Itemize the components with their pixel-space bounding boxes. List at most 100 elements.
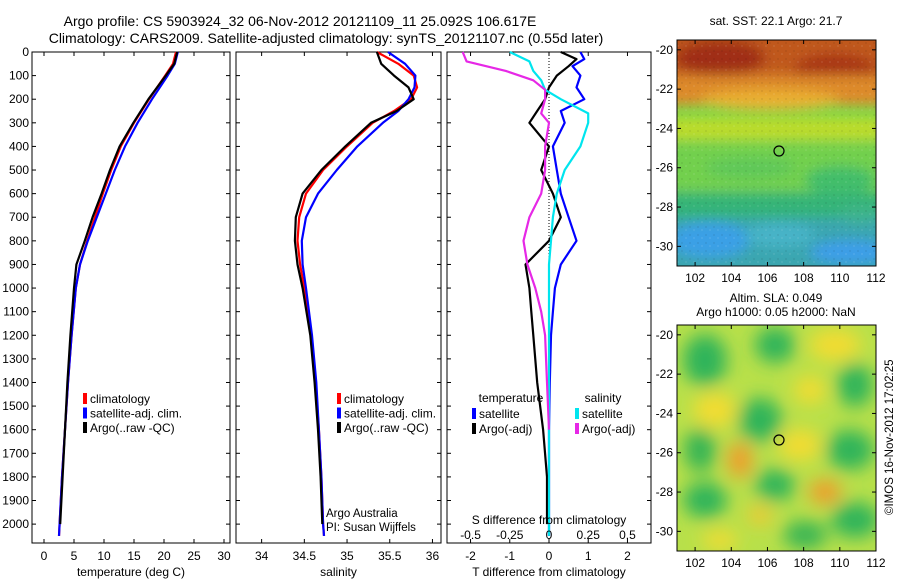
sst-map-image bbox=[677, 40, 876, 266]
x-tick-label: 106 bbox=[757, 556, 777, 570]
y-tick-label: 400 bbox=[9, 139, 29, 153]
legend-swatch bbox=[472, 408, 476, 419]
x-tick-label: 110 bbox=[830, 271, 849, 285]
x-tick-label: 34 bbox=[255, 549, 269, 563]
sla-map-subtitle: Argo h1000: 0.05 h2000: NaN bbox=[696, 305, 855, 319]
y-tick-label: 1500 bbox=[2, 399, 29, 413]
y-tick-label: 1300 bbox=[2, 352, 29, 366]
y-tick-label: -24 bbox=[656, 121, 674, 135]
y-tick-label: -22 bbox=[656, 367, 674, 381]
sla-map-axes: 102 104 106 108 110 112 -20 -22 -24 -26 -28 -30 bbox=[656, 325, 886, 570]
y-tick-label: 800 bbox=[9, 234, 29, 248]
y-tick-label: 1600 bbox=[2, 423, 29, 437]
sla-float-marker bbox=[773, 434, 785, 446]
y-tick-label: 2000 bbox=[2, 517, 29, 531]
legend-swatch bbox=[472, 423, 476, 434]
x-tick-label: 2 bbox=[624, 549, 631, 563]
series-line bbox=[57, 51, 179, 536]
series-line bbox=[461, 51, 551, 430]
legend-label: satellite-adj. clim. bbox=[344, 407, 436, 421]
secondary-x-tick-label: 0.25 bbox=[577, 528, 601, 542]
x-tick-label: 112 bbox=[866, 556, 885, 570]
y-tick-label: 500 bbox=[9, 163, 29, 177]
figure-title-line2: Climatology: CARS2009. Satellite-adjuste… bbox=[49, 30, 604, 46]
legend-swatch bbox=[337, 422, 341, 433]
top-x-axis-label: S difference from climatology bbox=[472, 513, 627, 527]
x-tick-label: 10 bbox=[97, 549, 111, 563]
series-line bbox=[293, 51, 415, 525]
y-tick-label: 100 bbox=[9, 69, 29, 83]
x-tick-label: 35 bbox=[340, 549, 354, 563]
y-tick-label: 1400 bbox=[2, 375, 29, 389]
legend-swatch bbox=[337, 393, 341, 404]
y-tick-label: -20 bbox=[656, 328, 674, 342]
series-line bbox=[57, 51, 178, 536]
x-tick-label: 102 bbox=[685, 271, 705, 285]
legend-label: climatology bbox=[90, 392, 150, 406]
legend-label: satellite-adj. clim. bbox=[90, 407, 182, 421]
sst-float-marker bbox=[773, 145, 785, 157]
difference-panel: -2 -1 0 1 2 T difference from climatology S di… bbox=[446, 50, 652, 579]
y-tick-label: 1900 bbox=[2, 494, 29, 508]
x-tick-label: 108 bbox=[794, 271, 814, 285]
legend-swatch bbox=[575, 408, 579, 419]
x-tick-label: 106 bbox=[757, 271, 777, 285]
secondary-x-tick-label: 0.5 bbox=[619, 528, 636, 542]
y-tick-label: 600 bbox=[9, 187, 29, 201]
secondary-x-tick-label: -0.25 bbox=[496, 528, 524, 542]
legend-title-temperature: temperature bbox=[479, 391, 544, 405]
salinity-panel: 34 34.5 35 35.5 36 salinity climatologysatelli… bbox=[235, 51, 442, 579]
series-line bbox=[296, 51, 419, 536]
x-tick-label: 34.5 bbox=[293, 549, 317, 563]
legend-swatch bbox=[83, 407, 87, 419]
x-tick-label: 35.5 bbox=[378, 549, 402, 563]
y-tick-label: 1100 bbox=[3, 305, 29, 319]
x-tick-label: 25 bbox=[187, 549, 201, 563]
y-tick-label: 1000 bbox=[2, 281, 29, 295]
legend-label: satellite bbox=[582, 407, 623, 421]
secondary-x-tick-label: -0.5 bbox=[460, 528, 481, 542]
x-tick-label: -2 bbox=[465, 549, 476, 563]
legend-label: Argo(..raw -QC) bbox=[90, 421, 175, 435]
x-tick-label: 110 bbox=[830, 556, 849, 570]
x-tick-label: 36 bbox=[426, 549, 440, 563]
x-tick-label: 108 bbox=[794, 556, 814, 570]
y-tick-label: -24 bbox=[656, 406, 674, 420]
y-tick-label: 300 bbox=[9, 116, 29, 130]
x-tick-label: 104 bbox=[721, 271, 741, 285]
series-line bbox=[524, 50, 578, 525]
y-tick-label: 200 bbox=[9, 92, 29, 106]
x-tick-label: 0 bbox=[41, 549, 48, 563]
legend-swatch bbox=[83, 393, 87, 404]
sst-map-panel: sat. SST: 22.1 Argo: 21.7 bbox=[656, 14, 886, 285]
x-tick-label: 112 bbox=[866, 271, 885, 285]
sla-map-panel: Altim. SLA: 0.049 Argo h1000: 0.05 h2000… bbox=[656, 291, 886, 570]
pi-annotation: PI: Susan Wijffels bbox=[326, 522, 416, 534]
secondary-x-tick-label: 0 bbox=[546, 528, 553, 542]
x-tick-label: 1 bbox=[585, 549, 592, 563]
temperature-profile-frame bbox=[31, 51, 231, 544]
y-tick-label: -30 bbox=[656, 524, 674, 538]
legend-label: Argo(-adj) bbox=[582, 422, 635, 436]
temperature-panel: 0100200300400500600700800900100011001200… bbox=[2, 45, 231, 579]
y-tick-label: -30 bbox=[656, 239, 674, 253]
y-tick-label: -28 bbox=[656, 200, 674, 214]
legend-title-salinity: salinity bbox=[585, 391, 622, 405]
y-tick-label: -26 bbox=[656, 161, 674, 175]
x-tick-label: 102 bbox=[685, 556, 705, 570]
legend-swatch bbox=[83, 422, 87, 433]
y-tick-label: 1800 bbox=[2, 470, 29, 484]
legend-swatch bbox=[575, 423, 579, 434]
x-tick-label: 20 bbox=[157, 549, 171, 563]
legend-label: climatology bbox=[344, 392, 404, 406]
y-tick-label: -26 bbox=[656, 446, 674, 460]
y-tick-label: -28 bbox=[656, 485, 674, 499]
x-tick-label: 104 bbox=[721, 556, 741, 570]
legend-label: Argo(-adj) bbox=[479, 422, 532, 436]
copyright-stamp: ©IMOS 16-Nov-2012 17:02:25 bbox=[884, 359, 896, 515]
sla-map-title: Altim. SLA: 0.049 bbox=[730, 291, 823, 305]
figure-title-line1: Argo profile: CS 5903924_32 06-Nov-2012 … bbox=[64, 13, 537, 29]
y-tick-label: 0 bbox=[22, 45, 29, 59]
sla-map-image bbox=[677, 325, 876, 551]
